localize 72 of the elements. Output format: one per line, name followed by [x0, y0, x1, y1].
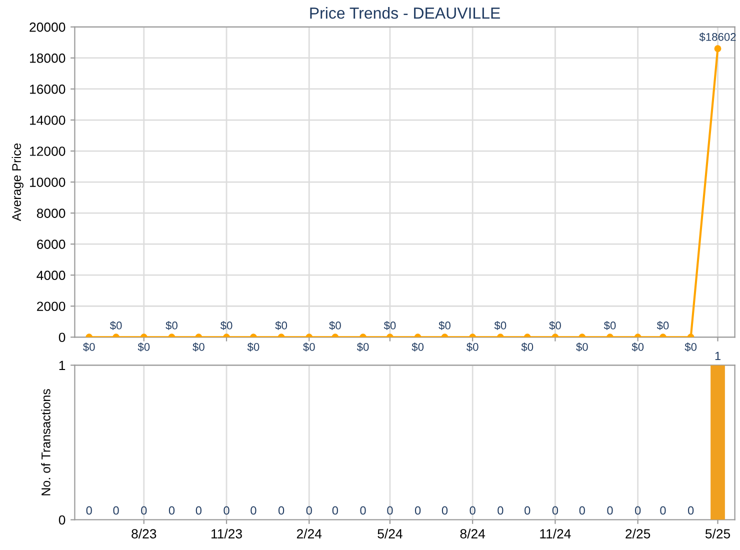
x-tick-label: 2/25 [626, 528, 650, 538]
x-tick-label: 5/25 [705, 528, 730, 538]
data-label: $0 [412, 342, 424, 352]
y-axis-title: No. of Transactions [41, 389, 50, 496]
y-tick-label: 14000 [30, 116, 66, 125]
y-axis-title: Average Price [12, 143, 24, 222]
data-label: $0 [166, 321, 178, 330]
y-tick-label: 18000 [30, 54, 66, 63]
x-tick-label: 5/24 [378, 528, 402, 538]
y-tick-label: 12000 [30, 146, 66, 156]
data-label: $0 [192, 342, 204, 352]
data-label: 0 [278, 506, 284, 515]
y-tick-label: 2000 [37, 302, 66, 312]
data-label: 0 [360, 506, 366, 515]
y-tick-label: 4000 [36, 270, 66, 280]
y-tick-label: 16000 [30, 84, 66, 94]
data-label: $0 [684, 342, 697, 352]
data-label: $18602 [699, 32, 736, 42]
data-label: 0 [524, 506, 530, 515]
y-tick-label: 8000 [36, 208, 66, 218]
data-label: $0 [138, 342, 150, 352]
x-tick-label: 11/23 [212, 528, 242, 538]
data-label: 0 [414, 506, 421, 515]
data-label: 0 [141, 506, 147, 515]
y-tick-label: 6000 [37, 240, 66, 249]
data-label: 0 [660, 506, 666, 515]
data-label: $0 [110, 321, 122, 330]
data-label: $0 [549, 321, 561, 330]
data-label: 0 [306, 506, 312, 515]
data-label: 0 [635, 506, 641, 515]
data-label: $0 [384, 321, 396, 330]
data-label: $0 [576, 342, 588, 352]
data-label: 0 [442, 506, 448, 515]
data-label: 0 [86, 506, 92, 515]
data-label: 0 [498, 506, 504, 515]
x-tick-label: 8/23 [132, 528, 156, 538]
chart-title: Price Trends - DEAUVILLE [310, 7, 500, 19]
data-label: $0 [329, 321, 341, 330]
data-label: $0 [275, 321, 288, 330]
data-label: 0 [224, 506, 230, 515]
data-label: 0 [387, 506, 393, 515]
data-label: 0 [552, 506, 558, 515]
data-label: 0 [250, 506, 256, 515]
y-tick-label: 10000 [30, 178, 66, 187]
data-label: $0 [83, 342, 95, 352]
data-label: 0 [470, 506, 476, 515]
data-label: 0 [332, 506, 338, 515]
data-label: $0 [220, 321, 232, 330]
x-tick-label: 8/24 [460, 528, 486, 538]
data-label: 0 [579, 506, 585, 515]
y-tick-label: 1 [59, 360, 66, 370]
data-label: $0 [438, 321, 450, 330]
data-label: $0 [494, 321, 506, 330]
data-label: $0 [604, 321, 616, 330]
data-label: $0 [466, 342, 478, 352]
data-label: 0 [688, 506, 694, 515]
data-label: $0 [356, 342, 369, 352]
data-label: 0 [168, 506, 175, 515]
data-label: $0 [656, 321, 669, 330]
data-label: $0 [303, 342, 315, 352]
y-tick-label: 0 [58, 515, 66, 525]
y-tick-label: 0 [58, 332, 66, 342]
data-label: 1 [715, 352, 720, 360]
data-label: $0 [632, 342, 644, 352]
data-label: 0 [196, 506, 202, 515]
data-label: 0 [113, 506, 119, 515]
data-label: $0 [247, 342, 260, 352]
data-label: 0 [607, 506, 613, 515]
x-tick-label: 11/24 [540, 528, 571, 538]
x-tick-label: 2/24 [296, 528, 322, 538]
data-label: $0 [521, 342, 534, 352]
y-tick-label: 20000 [30, 22, 66, 32]
